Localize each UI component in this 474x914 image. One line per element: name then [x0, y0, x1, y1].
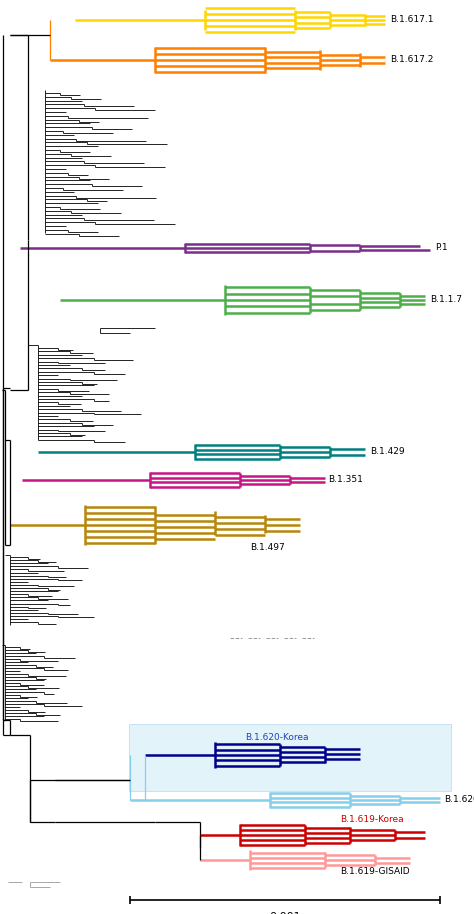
Text: B.1.497: B.1.497: [250, 543, 285, 551]
Text: B.1.617.1: B.1.617.1: [390, 16, 434, 25]
Text: B.1.620-Korea: B.1.620-Korea: [245, 734, 309, 742]
Text: B.1.429: B.1.429: [370, 448, 405, 456]
Text: P.1: P.1: [435, 243, 447, 252]
Text: 0.001: 0.001: [269, 912, 301, 914]
Text: B.1.619-GISAID: B.1.619-GISAID: [340, 867, 410, 877]
Text: B.1.620-GISAID: B.1.620-GISAID: [444, 795, 474, 804]
Text: B.1.617.2: B.1.617.2: [390, 56, 433, 65]
Text: B.1.619-Korea: B.1.619-Korea: [340, 815, 404, 824]
FancyBboxPatch shape: [129, 724, 451, 791]
Text: B.1.1.7: B.1.1.7: [430, 295, 462, 304]
Text: B.1.351: B.1.351: [328, 475, 363, 484]
